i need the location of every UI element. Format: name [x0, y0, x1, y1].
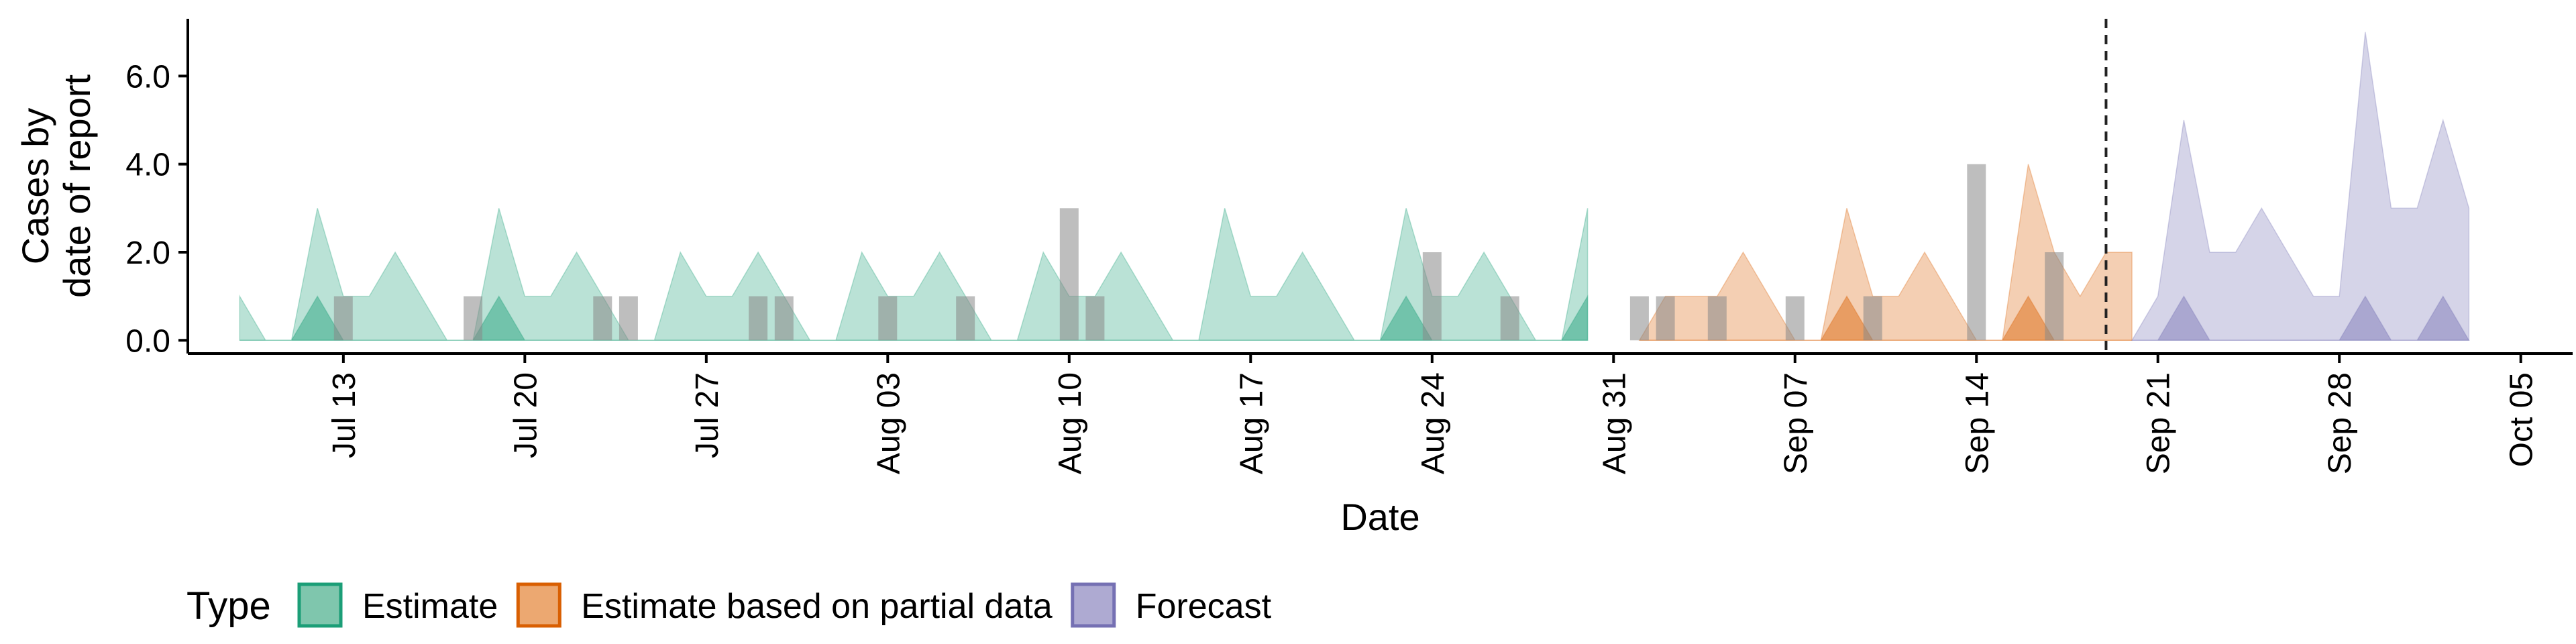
observed-bar: [2045, 252, 2064, 341]
legend-item: Forecast: [1071, 582, 1272, 628]
ribbon-inner-2: [2132, 295, 2470, 341]
observed-bar: [1500, 296, 1519, 341]
observed-bar: [1967, 164, 1986, 341]
legend-key: [1071, 582, 1116, 628]
y-axis-title-line: Cases by: [14, 108, 56, 264]
observed-bar: [1785, 296, 1805, 341]
observed-bar: [878, 296, 898, 341]
legend-label: Forecast: [1136, 587, 1272, 626]
observed-bar: [1656, 296, 1675, 341]
x-tick-label: Sep 14: [1960, 372, 1995, 474]
ribbon-outer-0: [239, 208, 1589, 341]
x-tick-label: Aug 03: [871, 372, 906, 474]
observed-bar: [333, 296, 353, 341]
legend: Type Estimate Estimate based on partial da…: [186, 582, 1272, 628]
observed-bar: [464, 296, 483, 341]
observed-bar: [1059, 208, 1079, 341]
ribbon-outer-2: [2131, 32, 2470, 341]
y-tick-label: 6.0: [125, 59, 170, 95]
x-tick-label: Aug 10: [1053, 372, 1088, 474]
x-tick-label: Aug 24: [1415, 372, 1451, 474]
y-tick-label: 4.0: [125, 148, 170, 183]
ribbon-outer-1: [1638, 164, 2133, 341]
legend-label: Estimate based on partial data: [581, 587, 1053, 626]
x-tick-label: Oct 05: [2504, 372, 2540, 467]
legend-key: [297, 582, 343, 628]
x-tick-label: Sep 28: [2322, 372, 2358, 474]
x-tick-label: Sep 21: [2141, 372, 2177, 474]
ribbons: [239, 32, 2470, 341]
legend-item: Estimate based on partial data: [516, 582, 1053, 628]
observed-bars: [333, 164, 2064, 341]
y-tick-label: 2.0: [125, 235, 170, 271]
x-tick-label: Jul 27: [690, 372, 725, 458]
legend-key: [516, 582, 561, 628]
observed-bar: [1629, 296, 1649, 341]
observed-bar: [1863, 296, 1882, 341]
x-axis: Jul 13 Jul 20 Jul 27 Aug 03 Aug 10 Aug 17 Aug …: [327, 354, 2540, 474]
y-axis-title: Cases bydate of report: [14, 74, 98, 299]
plot-area: 0.0 2.0 4.0 6.0 Jul 13 Jul 20 Jul 27 Aug 03 Aug…: [125, 19, 2573, 474]
observed-bar: [619, 296, 638, 341]
legend-title: Type: [186, 584, 271, 628]
x-tick-label: Aug 31: [1597, 372, 1632, 474]
y-axis-title-line: date of report: [56, 74, 98, 299]
observed-bar: [774, 296, 794, 341]
x-tick-label: Sep 07: [1778, 372, 1814, 474]
observed-bar: [749, 296, 768, 341]
observed-bar: [593, 296, 612, 341]
y-tick-label: 0.0: [125, 323, 170, 359]
legend-item: Estimate: [297, 582, 498, 628]
x-tick-label: Aug 17: [1234, 372, 1269, 474]
x-axis-title: Date: [1340, 496, 1419, 538]
x-tick-label: Jul 13: [327, 372, 362, 458]
observed-bar: [1085, 296, 1105, 341]
y-axis: 0.0 2.0 4.0 6.0: [125, 59, 188, 359]
observed-bar: [1422, 252, 1442, 341]
observed-bar: [956, 296, 975, 341]
observed-bar: [1707, 296, 1727, 341]
x-tick-label: Jul 20: [508, 372, 543, 458]
legend-label: Estimate: [362, 587, 498, 626]
